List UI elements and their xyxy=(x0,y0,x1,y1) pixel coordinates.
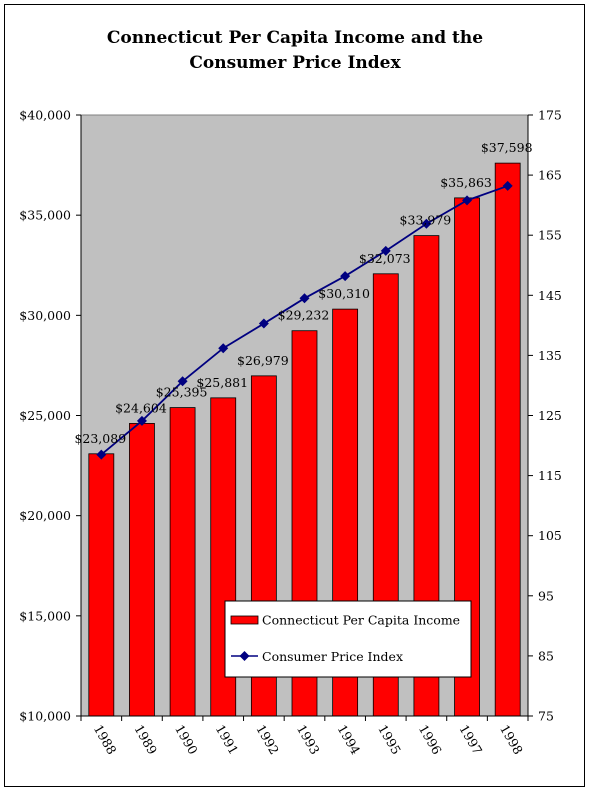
legend-marker-cpi xyxy=(239,651,250,661)
right-axis-label: 85 xyxy=(538,648,554,663)
cpi-marker-1993 xyxy=(299,293,310,304)
chart-title-line-1: Connecticut Per Capita Income and the xyxy=(106,28,484,48)
chart-title-line-2: Consumer Price Index xyxy=(189,53,401,73)
cpi-marker-1989 xyxy=(136,415,147,426)
right-axis-label: 105 xyxy=(538,528,562,543)
x-axis-label-1995: 1995 xyxy=(375,722,404,757)
legend-swatch-income xyxy=(230,615,259,625)
left-axis-label: $35,000 xyxy=(19,208,71,223)
bar-1998 xyxy=(494,162,521,717)
right-axis-label: 75 xyxy=(538,709,554,724)
legend: Connecticut Per Capita Income Consumer P… xyxy=(224,600,472,678)
bar-label-1989: $24,604 xyxy=(115,400,167,415)
left-axis-label: $10,000 xyxy=(19,709,71,724)
cpi-marker-1996 xyxy=(421,218,432,229)
x-axis-label-1989: 1989 xyxy=(131,722,160,757)
x-axis-label-1996: 1996 xyxy=(416,722,445,757)
bar-label-1997: $35,863 xyxy=(440,175,492,190)
right-axis-label: 155 xyxy=(538,228,562,243)
right-axis-label: 175 xyxy=(538,108,562,123)
bar-label-1995: $32,073 xyxy=(359,251,411,266)
right-axis-label: 115 xyxy=(538,468,562,483)
cpi-line-series xyxy=(96,180,513,460)
cpi-marker-1992 xyxy=(258,318,269,329)
bar-label-1998: $37,598 xyxy=(481,140,533,155)
legend-box xyxy=(224,600,472,678)
x-axis-label-1998: 1998 xyxy=(497,722,526,757)
left-axis-label: $30,000 xyxy=(19,308,71,323)
bar-label-1990: $25,395 xyxy=(156,385,208,400)
bar-1988 xyxy=(88,453,115,717)
x-axis-label-1994: 1994 xyxy=(335,722,364,757)
cpi-marker-1997 xyxy=(462,195,473,206)
right-axis-label: 135 xyxy=(538,348,562,363)
bar-label-1993: $29,232 xyxy=(278,308,330,323)
x-axis-label-1993: 1993 xyxy=(294,722,323,757)
bar-label-1994: $30,310 xyxy=(318,286,370,301)
right-axis-label: 125 xyxy=(538,408,562,423)
cpi-marker-1995 xyxy=(380,245,391,256)
cpi-marker-1991 xyxy=(218,343,229,354)
x-axis-label-1991: 1991 xyxy=(213,722,242,757)
bar-data-labels: $23,089 $24,604$25,395$25,881 $26,979 $29,2… xyxy=(74,140,532,446)
right-axis-label: 145 xyxy=(538,288,562,303)
bar-1991 xyxy=(210,397,237,717)
chart-title: Connecticut Per Capita Income and the Co… xyxy=(0,26,590,76)
bar-label-1992: $26,979 xyxy=(237,353,289,368)
cpi-marker-1988 xyxy=(96,449,107,460)
cpi-marker-1998 xyxy=(502,180,513,191)
cpi-marker-1994 xyxy=(340,271,351,282)
bar-1990 xyxy=(169,407,196,717)
bar-1989 xyxy=(129,423,155,717)
right-axis-label: 165 xyxy=(538,168,562,183)
legend-label-income: Connecticut Per Capita Income xyxy=(262,613,460,628)
x-axis-label-1992: 1992 xyxy=(253,722,282,757)
bar-label-1996: $33,979 xyxy=(400,213,452,228)
left-axis-label: $20,000 xyxy=(19,508,71,523)
x-axis-label-1997: 1997 xyxy=(456,722,485,757)
right-axis-label: 95 xyxy=(538,588,554,603)
x-axis-label-1990: 1990 xyxy=(172,722,201,757)
x-axis-label-1988: 1988 xyxy=(91,722,120,757)
bar-label-1988: $23,089 xyxy=(74,431,126,446)
legend-label-cpi: Consumer Price Index xyxy=(262,649,403,664)
left-axis-label: $40,000 xyxy=(19,108,71,123)
left-axis-label: $25,000 xyxy=(19,408,71,423)
cpi-marker-1990 xyxy=(177,376,188,387)
left-axis-label: $15,000 xyxy=(19,608,71,623)
bar-label-1991: $25,881 xyxy=(196,375,248,390)
